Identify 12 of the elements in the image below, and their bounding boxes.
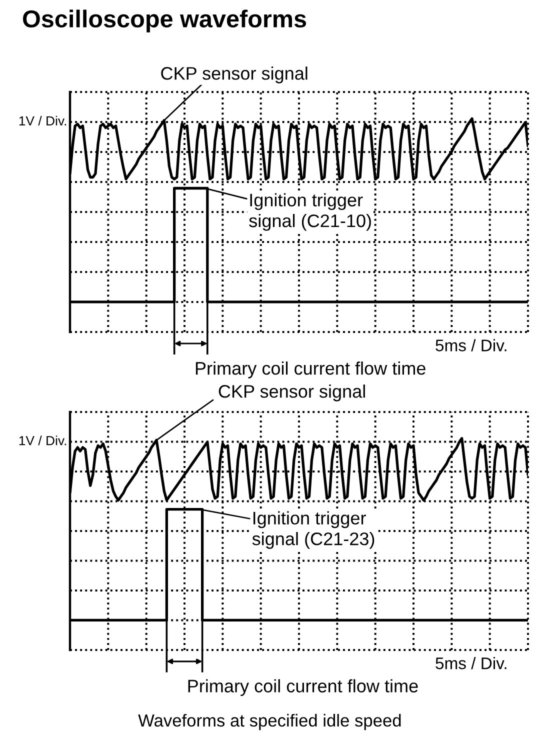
text: 5ms / Div. bbox=[436, 339, 506, 352]
text: 1V / Div. bbox=[19, 116, 66, 126]
text: CKP sensor signal bbox=[218, 384, 365, 402]
text: 5ms / Div. bbox=[436, 656, 506, 670]
text: Primary coil current flow time bbox=[196, 362, 426, 378]
legend-label: Ignition trigger signal (C21-23) bbox=[252, 511, 374, 549]
chart-title: Oscilloscope waveforms bbox=[23, 10, 306, 32]
text: Waveforms at specified idle speed bbox=[138, 714, 401, 730]
text: 1V / Div. bbox=[19, 436, 66, 446]
legend-label: Ignition trigger signal (C21-10) bbox=[249, 193, 371, 231]
text: Primary coil current flow time bbox=[188, 679, 418, 696]
text: CKP sensor signal bbox=[161, 66, 308, 84]
